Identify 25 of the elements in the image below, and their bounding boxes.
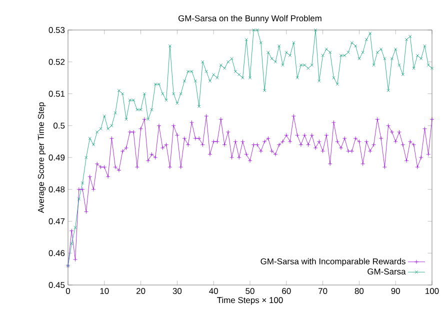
y-tick-label: 0.5 [54,122,65,129]
y-tick-label: 0.53 [48,27,65,33]
x-tick-label: 70 [318,288,328,294]
x-tick-label: 80 [354,288,364,294]
y-tick-label: 0.47 [48,218,65,224]
y-tick-label: 0.45 [48,282,65,288]
x-tick-label: 40 [209,288,218,294]
legend-label: GM-Sarsa [368,268,406,275]
x-tick-label: 60 [282,288,291,294]
x-tick-label: 50 [246,288,254,294]
y-tick-label: 0.46 [48,250,65,256]
y-tick-label: 0.51 [48,90,65,97]
y-tick-label: 0.48 [48,186,65,192]
chart-title: GM-Sarsa on the Bunny Wolf Problem [178,15,322,23]
x-tick-label: 30 [172,288,182,294]
legend-label: GM-Sarsa with Incomparable Rewards [260,258,406,266]
y-tick-label: 0.52 [48,58,65,65]
y-tick-label: 0.49 [48,154,65,160]
x-axis-title: Time Steps × 100 [217,296,283,305]
x-tick-label: 10 [100,288,109,294]
x-tick-label: 90 [391,288,400,294]
x-tick-label: 100 [426,288,439,294]
x-tick-label: 0 [66,288,70,294]
y-axis-title: Average Score per Time Step [38,102,46,214]
x-tick-label: 20 [136,288,146,294]
